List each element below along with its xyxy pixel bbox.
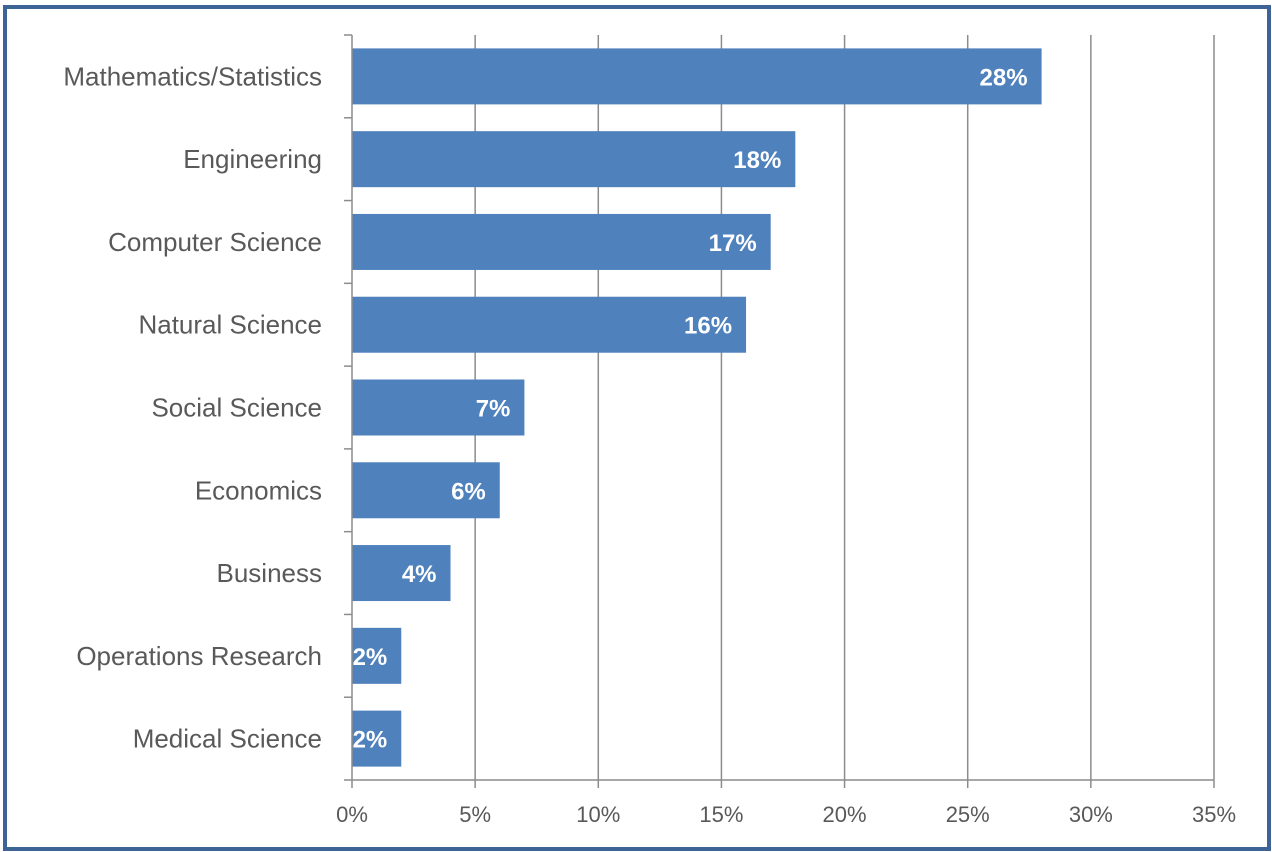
bar (352, 131, 796, 188)
data-label: 2% (353, 727, 388, 754)
x-tick-label: 5% (459, 802, 491, 827)
x-tick-label: 30% (1069, 802, 1113, 827)
data-label: 28% (980, 64, 1028, 91)
category-label: Economics (195, 475, 322, 505)
bar (352, 710, 402, 767)
data-label: 16% (684, 313, 732, 340)
bar (352, 627, 402, 684)
data-label: 18% (733, 147, 781, 174)
x-tick-label: 25% (946, 802, 990, 827)
category-label: Computer Science (108, 227, 322, 257)
category-label: Operations Research (76, 641, 322, 671)
category-label: Mathematics/Statistics (63, 61, 322, 91)
data-label: 17% (709, 230, 757, 257)
bar (352, 296, 747, 353)
bar (352, 462, 500, 519)
bar (352, 545, 451, 602)
category-label: Natural Science (138, 310, 322, 340)
data-label: 2% (353, 644, 388, 671)
data-label: 7% (476, 396, 511, 423)
data-label: 6% (451, 478, 486, 505)
category-label: Business (217, 558, 323, 588)
data-label: 4% (402, 561, 437, 588)
category-label: Social Science (151, 393, 322, 423)
x-tick-label: 20% (823, 802, 867, 827)
bar (352, 48, 1042, 105)
x-tick-label: 15% (699, 802, 743, 827)
x-tick-label: 0% (336, 802, 368, 827)
bar (352, 379, 525, 436)
bar (352, 213, 771, 270)
x-tick-label: 35% (1192, 802, 1236, 827)
category-label: Medical Science (133, 724, 322, 754)
x-tick-label: 10% (576, 802, 620, 827)
category-label: Engineering (183, 144, 322, 174)
